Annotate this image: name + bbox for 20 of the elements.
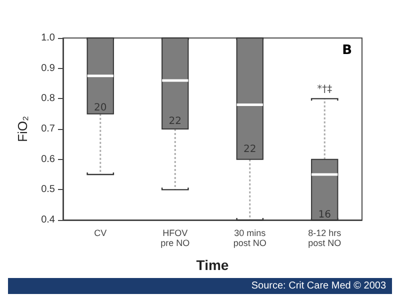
y-tick-label: 0.7 (41, 124, 56, 134)
y-tick-label: 1.0 (41, 32, 56, 44)
annotation: 22 (244, 144, 256, 156)
x-axis-title: Time (196, 257, 229, 273)
annotation: 20 (94, 102, 107, 114)
y-tick-label: 0.5 (41, 184, 56, 196)
x-tick-label: HFOV pre NO (160, 228, 190, 248)
annotation: 16 (318, 210, 331, 221)
x-tick-label: 30 mins post NO (233, 228, 266, 248)
y-tick-label: 0.4 (41, 214, 56, 226)
annotation: B (342, 43, 352, 58)
y-tick-label: 0.9 (41, 62, 56, 74)
annotation: *†‡ (317, 84, 332, 96)
x-tick-label: 8-12 hrs post NO (308, 228, 342, 248)
source-note: Source: Crit Care Med © 2003 (251, 280, 386, 292)
y-axis-title: FiO₂ (15, 116, 30, 142)
annotation: 22 (168, 116, 182, 128)
x-tick-label: CV (94, 228, 107, 238)
y-tick-label: 0.6 (41, 154, 56, 165)
y-tick-label: 0.8 (41, 93, 56, 104)
